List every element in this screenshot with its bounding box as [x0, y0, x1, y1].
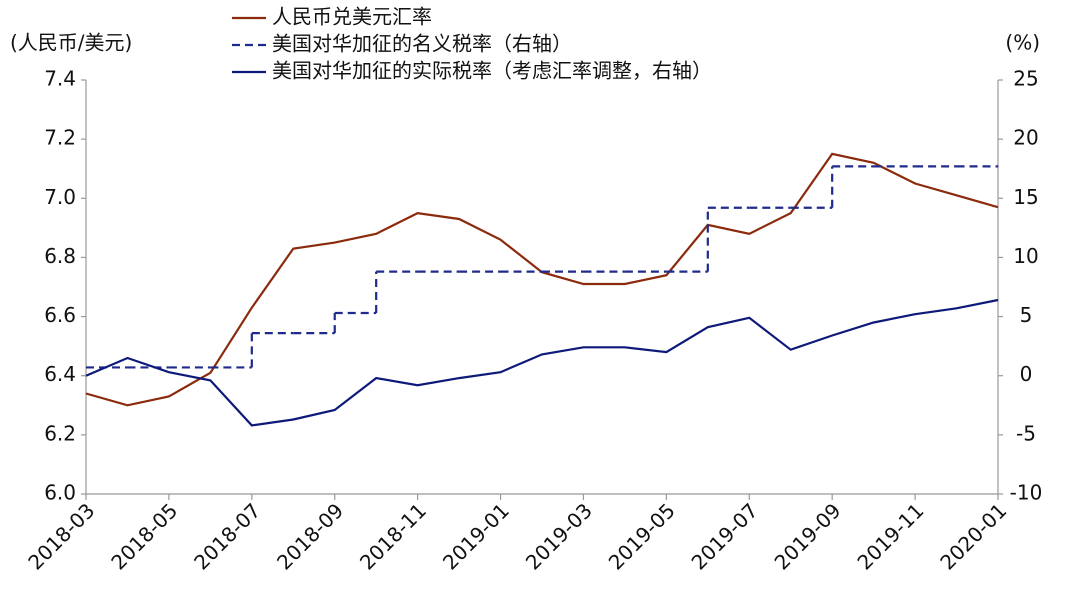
x-tick-label: 2018-11	[355, 498, 431, 574]
x-tick-label: 2018-05	[106, 498, 182, 574]
x-tick-label: 2018-03	[23, 498, 99, 574]
x-tick-label: 2018-07	[189, 498, 265, 574]
y2-axis-label: (%)	[1005, 31, 1040, 55]
x-tick-label: 2018-09	[272, 498, 348, 574]
y-tick-label: 7.2	[44, 126, 76, 150]
y-axis-label: (人民币/美元)	[10, 31, 132, 55]
series-line	[85, 152, 999, 407]
series-line	[85, 298, 999, 427]
legend-label: 美国对华加征的实际税率（考虑汇率调整，右轴）	[272, 59, 712, 83]
x-tick-label: 2020-01	[935, 498, 1011, 574]
x-tick-label: 2019-05	[604, 498, 680, 574]
y-tick-label: 6.0	[44, 481, 76, 505]
y-tick-label: 7.0	[44, 185, 76, 209]
y2-tick-label: 10	[1013, 244, 1038, 268]
y2-tick-label: 15	[1013, 185, 1038, 209]
y-tick-label: 6.6	[44, 303, 76, 327]
y2-tick-label: 0	[1020, 362, 1033, 386]
legend-label: 美国对华加征的名义税率（右轴）	[272, 32, 572, 56]
y2-tick-label: 25	[1013, 67, 1038, 91]
x-tick-label: 2019-01	[438, 498, 514, 574]
y2-tick-label: -5	[1016, 421, 1036, 445]
y-tick-label: 7.4	[44, 67, 76, 91]
x-tick-label: 2019-09	[770, 498, 846, 574]
legend-label: 人民币兑美元汇率	[272, 5, 432, 29]
x-tick-label: 2019-11	[852, 498, 928, 574]
y2-tick-label: 5	[1020, 303, 1033, 327]
x-tick-label: 2019-03	[521, 498, 597, 574]
y-tick-label: 6.4	[44, 362, 76, 386]
y2-tick-label: -10	[1010, 481, 1043, 505]
x-tick-label: 2019-07	[687, 498, 763, 574]
y-tick-label: 6.2	[44, 421, 76, 445]
y-tick-label: 6.8	[44, 244, 76, 268]
y2-tick-label: 20	[1013, 126, 1038, 150]
